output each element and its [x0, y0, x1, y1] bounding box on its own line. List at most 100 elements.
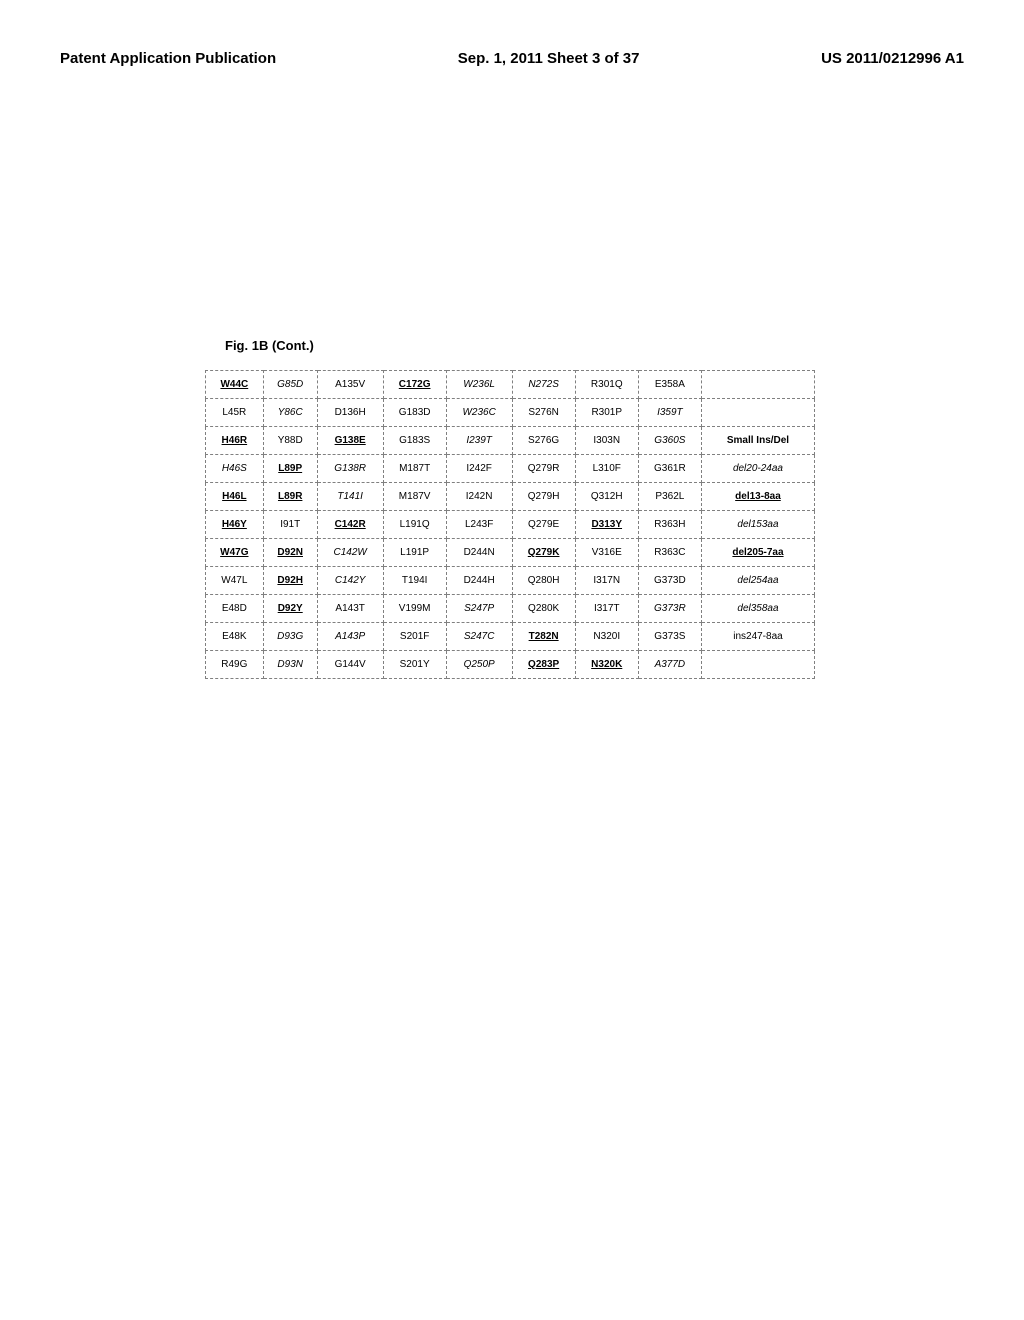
table-cell: Q312H — [575, 483, 638, 511]
table-cell: E48K — [206, 623, 264, 651]
table-cell: D93G — [263, 623, 317, 651]
table-cell: del13-8aa — [701, 483, 814, 511]
table-cell: Q279E — [512, 511, 575, 539]
table-cell: A143P — [317, 623, 383, 651]
table-cell: del153aa — [701, 511, 814, 539]
table-row: W47LD92HC142YT194ID244HQ280HI317NG373Dde… — [206, 567, 815, 595]
table-cell: L89R — [263, 483, 317, 511]
table-cell — [701, 371, 814, 399]
table-cell: L310F — [575, 455, 638, 483]
header-left: Patent Application Publication — [60, 50, 276, 67]
table-cell: G138E — [317, 427, 383, 455]
table-cell: M187T — [383, 455, 446, 483]
table-cell: C172G — [383, 371, 446, 399]
table-row: H46SL89PG138RM187TI242FQ279RL310FG361Rde… — [206, 455, 815, 483]
table-cell: del20-24aa — [701, 455, 814, 483]
table-cell: H46L — [206, 483, 264, 511]
table-cell: T194I — [383, 567, 446, 595]
table-cell: S247C — [446, 623, 512, 651]
table-cell: H46Y — [206, 511, 264, 539]
table-cell: A143T — [317, 595, 383, 623]
table-cell: R301Q — [575, 371, 638, 399]
table-cell: E48D — [206, 595, 264, 623]
table-row: R49GD93NG144VS201YQ250PQ283PN320KA377D — [206, 651, 815, 679]
table-cell: C142R — [317, 511, 383, 539]
table-cell: S201Y — [383, 651, 446, 679]
table-cell: I359T — [638, 399, 701, 427]
table-cell — [701, 399, 814, 427]
table-cell: G183D — [383, 399, 446, 427]
table-cell: D244H — [446, 567, 512, 595]
table-cell: D313Y — [575, 511, 638, 539]
table-cell: Q279R — [512, 455, 575, 483]
table-cell: G144V — [317, 651, 383, 679]
table-cell: H46R — [206, 427, 264, 455]
table-cell: I242N — [446, 483, 512, 511]
table-row: E48DD92YA143TV199MS247PQ280KI317TG373Rde… — [206, 595, 815, 623]
table-cell: R363H — [638, 511, 701, 539]
table-cell: W236L — [446, 371, 512, 399]
table-row: W44CG85DA135VC172GW236LN272SR301QE358A — [206, 371, 815, 399]
table-cell: Q280H — [512, 567, 575, 595]
table-cell: T282N — [512, 623, 575, 651]
table-cell: I317T — [575, 595, 638, 623]
table-cell: I242F — [446, 455, 512, 483]
table-row: H46RY88DG138EG183SI239TS276GI303NG360SSm… — [206, 427, 815, 455]
table-cell: I317N — [575, 567, 638, 595]
table-cell: G373S — [638, 623, 701, 651]
table-cell: V316E — [575, 539, 638, 567]
table-cell: D136H — [317, 399, 383, 427]
table-cell: G373D — [638, 567, 701, 595]
table-cell: N320I — [575, 623, 638, 651]
table-cell: Q250P — [446, 651, 512, 679]
table-cell: G373R — [638, 595, 701, 623]
table-cell: W47L — [206, 567, 264, 595]
table-cell: S247P — [446, 595, 512, 623]
table-cell: W47G — [206, 539, 264, 567]
table-cell: P362L — [638, 483, 701, 511]
table-row: H46LL89RT141IM187VI242NQ279HQ312HP362Lde… — [206, 483, 815, 511]
table-cell: H46S — [206, 455, 264, 483]
header-right: US 2011/0212996 A1 — [821, 50, 964, 67]
header-center: Sep. 1, 2011 Sheet 3 of 37 — [458, 50, 640, 67]
table-cell: Y86C — [263, 399, 317, 427]
table-cell: W44C — [206, 371, 264, 399]
table-cell: G183S — [383, 427, 446, 455]
table-cell: L45R — [206, 399, 264, 427]
table-cell: Y88D — [263, 427, 317, 455]
table-cell: S276N — [512, 399, 575, 427]
table-cell: E358A — [638, 371, 701, 399]
table-cell: V199M — [383, 595, 446, 623]
table-cell: W236C — [446, 399, 512, 427]
table-cell: A135V — [317, 371, 383, 399]
table-cell: C142W — [317, 539, 383, 567]
table-cell: I303N — [575, 427, 638, 455]
table-cell: ins247-8aa — [701, 623, 814, 651]
table-cell: T141I — [317, 483, 383, 511]
table-cell: del254aa — [701, 567, 814, 595]
table-cell: N320K — [575, 651, 638, 679]
table-cell: D244N — [446, 539, 512, 567]
table-cell: R49G — [206, 651, 264, 679]
table-row: W47GD92NC142WL191PD244NQ279KV316ER363Cde… — [206, 539, 815, 567]
table-cell: D92N — [263, 539, 317, 567]
table-cell: A377D — [638, 651, 701, 679]
table-row: E48KD93GA143PS201FS247CT282NN320IG373Sin… — [206, 623, 815, 651]
table-cell: R301P — [575, 399, 638, 427]
table-cell: del205-7aa — [701, 539, 814, 567]
table-cell: G360S — [638, 427, 701, 455]
table-row: L45RY86CD136HG183DW236CS276NR301PI359T — [206, 399, 815, 427]
table-cell: G361R — [638, 455, 701, 483]
table-cell: R363C — [638, 539, 701, 567]
table-row: H46YI91TC142RL191QL243FQ279ED313YR363Hde… — [206, 511, 815, 539]
table-cell: G85D — [263, 371, 317, 399]
table-cell: D92H — [263, 567, 317, 595]
table-cell: C142Y — [317, 567, 383, 595]
table-cell: D93N — [263, 651, 317, 679]
table-cell: N272S — [512, 371, 575, 399]
table-cell: Q279K — [512, 539, 575, 567]
table-cell: I239T — [446, 427, 512, 455]
table-cell: Q283P — [512, 651, 575, 679]
table-cell: L89P — [263, 455, 317, 483]
table-cell: del358aa — [701, 595, 814, 623]
